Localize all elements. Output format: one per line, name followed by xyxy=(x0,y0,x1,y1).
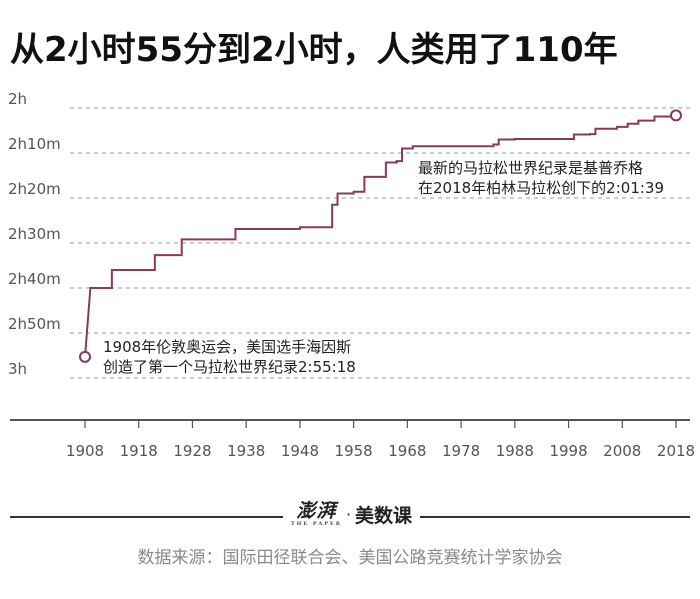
y-tick-label: 2h xyxy=(8,90,27,108)
record-progression-chart: 2h 2h10m 2h20m 2h30m 2h40m 2h50m 3h 1908 1918 192… xyxy=(8,90,695,460)
x-tick-label: 2018 xyxy=(657,442,695,460)
footer-divider-right xyxy=(420,516,690,518)
annotation-0-line-0: 1908年伦敦奥运会，美国选手海因斯 xyxy=(103,338,351,356)
y-tick-label: 2h40m xyxy=(8,270,61,288)
annotation-1-line-0: 最新的马拉松世界纪录是基普乔格 xyxy=(418,159,643,177)
x-tick-label: 1948 xyxy=(281,442,319,460)
y-tick-label: 3h xyxy=(8,360,27,378)
x-tick-label: 1918 xyxy=(120,442,158,460)
logo-brand-sub: THE PAPER xyxy=(290,520,342,527)
x-tick-label: 1998 xyxy=(549,442,587,460)
y-tick-label: 2h30m xyxy=(8,225,61,243)
annotation-1-line-1: 在2018年柏林马拉松创下的2:01:39 xyxy=(418,179,664,197)
x-tick-label: 1978 xyxy=(442,442,480,460)
brand-logo: 澎湃 THE PAPER · 美数课 xyxy=(283,497,420,531)
x-tick-label: 1928 xyxy=(173,442,211,460)
x-tick-label: 1938 xyxy=(227,442,265,460)
x-tick-label: 1988 xyxy=(496,442,534,460)
logo-brand-name: 澎湃 xyxy=(296,499,337,522)
y-tick-label: 2h50m xyxy=(8,315,61,333)
y-tick-label: 2h10m xyxy=(8,135,61,153)
chart-title: 从2小时55分到2小时，人类用了110年 xyxy=(10,30,618,70)
x-tick-label: 1908 xyxy=(66,442,104,460)
x-tick-label: 2008 xyxy=(603,442,641,460)
logo-dot: · xyxy=(345,504,352,524)
y-tick-label: 2h20m xyxy=(8,180,61,198)
series-line-0 xyxy=(84,115,677,357)
x-tick-label: 1968 xyxy=(388,442,426,460)
record-marker-1 xyxy=(670,109,682,122)
logo-brand: 澎湃 THE PAPER xyxy=(290,499,342,527)
footer-divider-left xyxy=(10,516,283,518)
data-source: 数据来源：国际田径联合会、美国公路竞赛统计学家协会 xyxy=(137,548,563,568)
annotation-0-line-1: 创造了第一个马拉松世界纪录2:55:18 xyxy=(103,358,356,376)
record-marker-0 xyxy=(79,350,91,363)
x-tick-label: 1958 xyxy=(335,442,373,460)
logo-section: 美数课 xyxy=(355,504,413,527)
